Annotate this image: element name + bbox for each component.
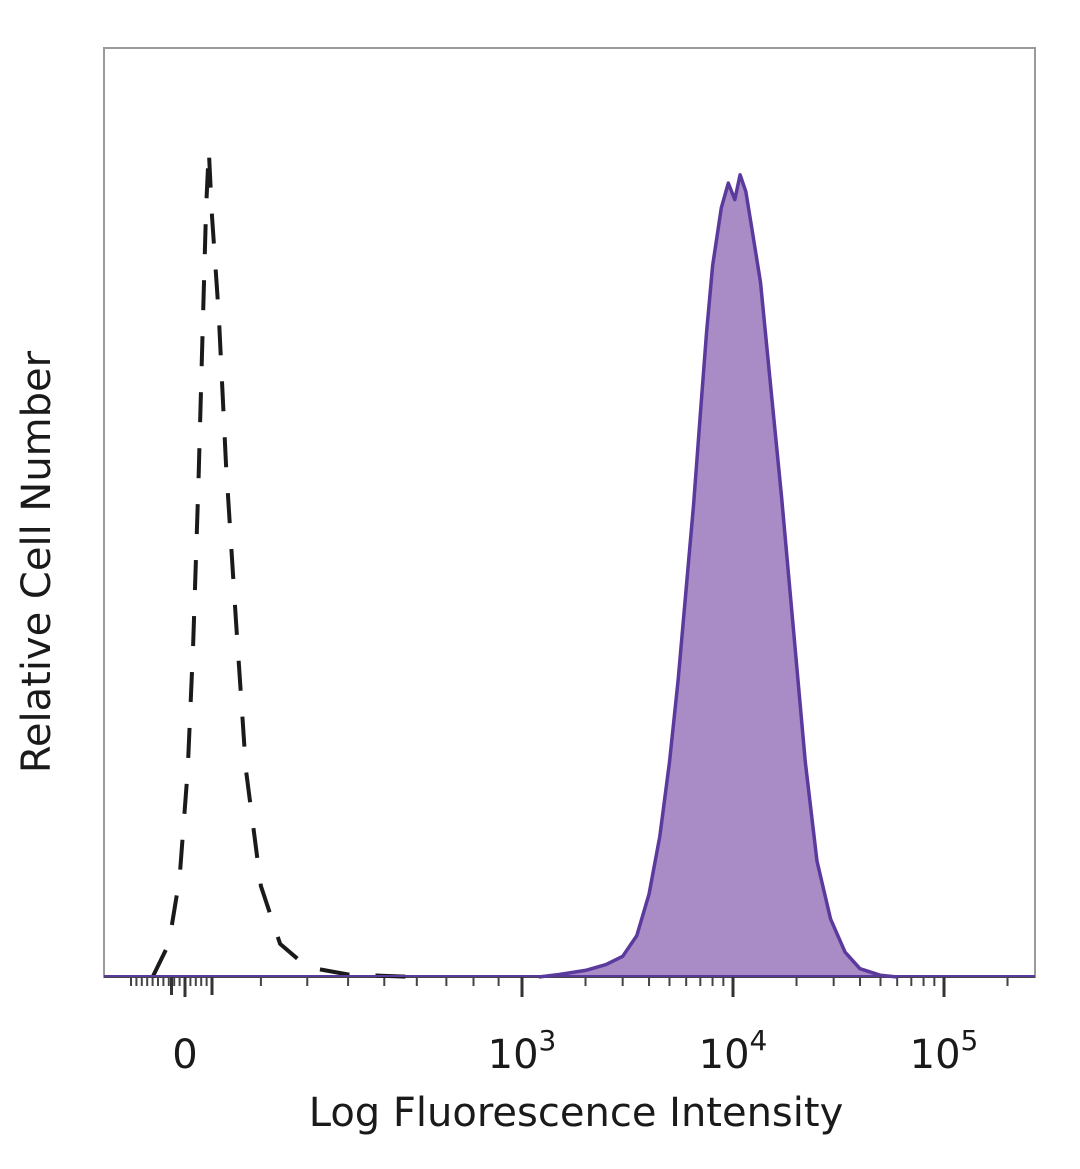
series-layer: [104, 148, 1035, 979]
x-tick-label-3: 105: [910, 1024, 979, 1078]
x-axis-title: Log Fluorescence Intensity: [309, 1090, 844, 1136]
series-1-line: [538, 173, 898, 979]
x-minor-ticks: [130, 977, 1009, 986]
plot-frame: [103, 47, 1036, 978]
y-axis-title: Relative Cell Number: [14, 350, 60, 773]
x-tick-labels: 0 103 104 105: [172, 1024, 978, 1078]
x-tick-label-1: 103: [488, 1024, 557, 1078]
x-major-ticks: [170, 977, 946, 997]
x-tick-label-0: 0: [172, 1032, 197, 1078]
series-1-area: [538, 174, 898, 978]
series-0-line: [150, 148, 417, 979]
x-tick-label-2: 104: [699, 1024, 768, 1078]
